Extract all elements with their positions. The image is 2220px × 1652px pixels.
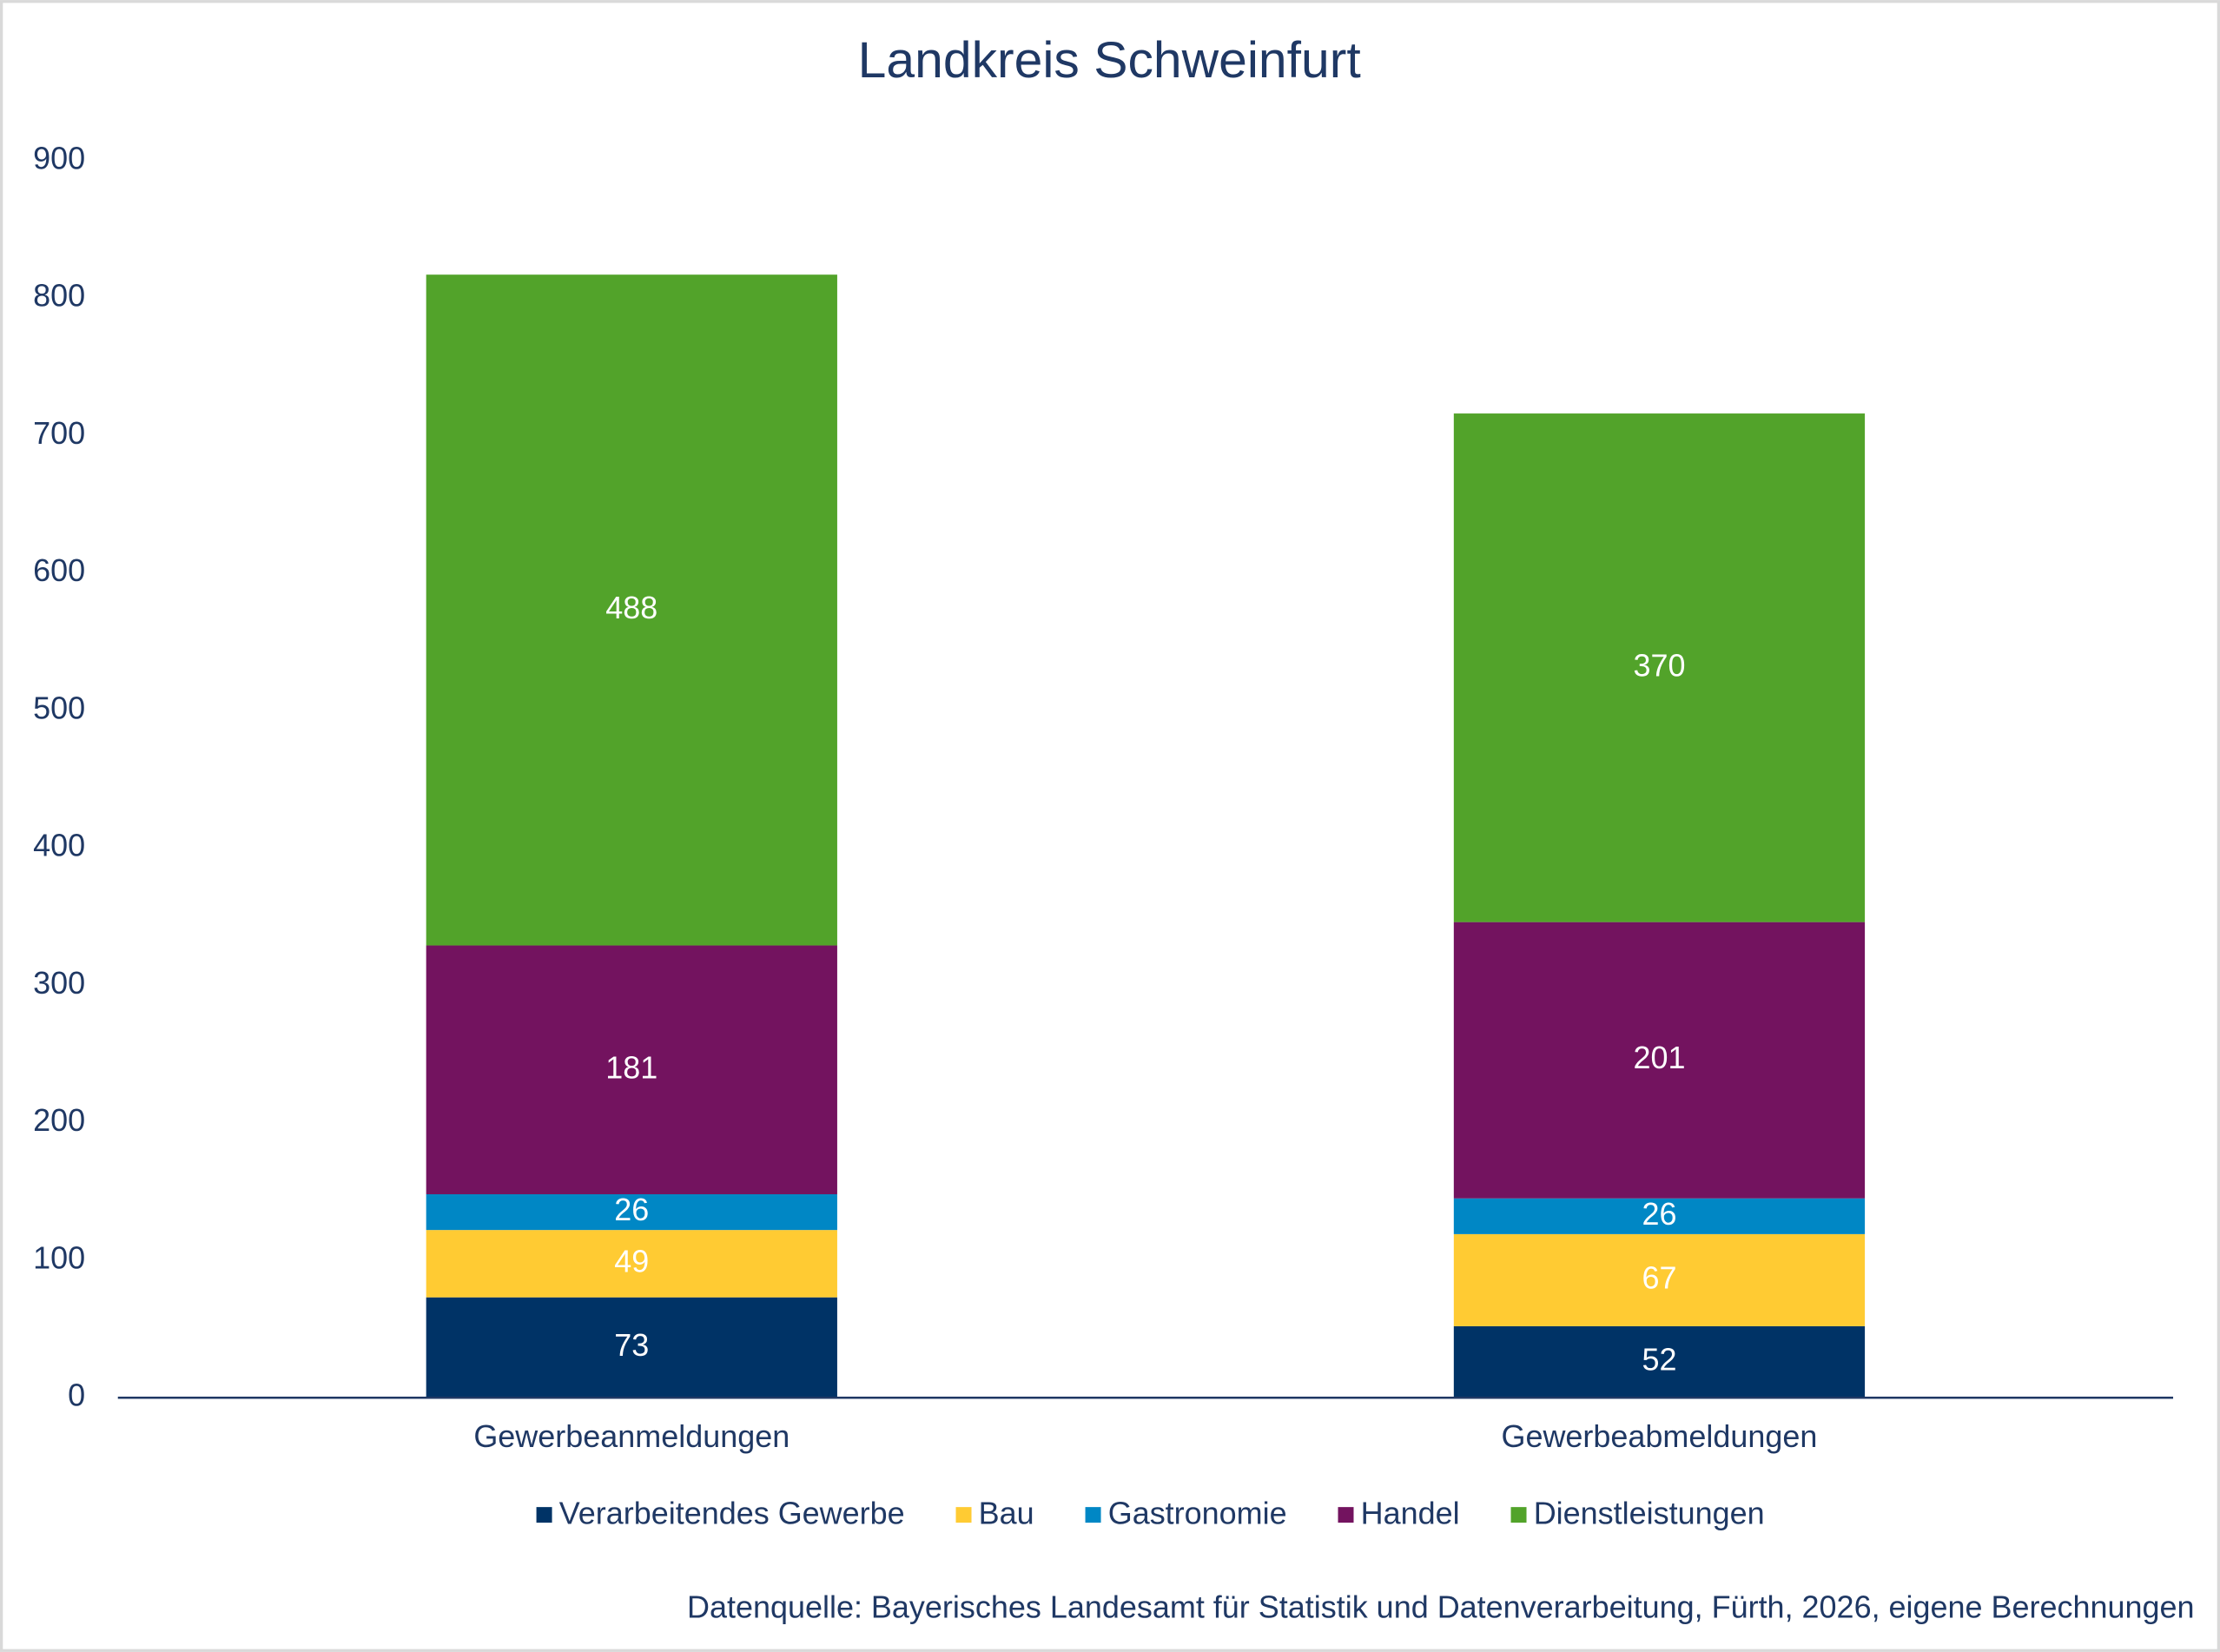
source-note: Datenquelle: Bayerisches Landesamt für S… <box>687 1589 2195 1624</box>
legend-swatch <box>1510 1507 1527 1523</box>
y-tick-label: 300 <box>33 965 85 1001</box>
y-tick-label: 500 <box>33 690 85 725</box>
y-tick-label: 900 <box>33 140 85 175</box>
y-tick-label: 0 <box>68 1378 85 1413</box>
data-label: 52 <box>1642 1342 1676 1378</box>
bar-segment <box>1453 1198 1866 1234</box>
y-tick-label: 700 <box>33 415 85 451</box>
x-tick-label: Gewerbeanmeldungen <box>473 1418 790 1454</box>
data-label: 26 <box>614 1192 649 1227</box>
legend-label: Handel <box>1361 1495 1460 1530</box>
y-tick-label: 400 <box>33 828 85 863</box>
data-label: 73 <box>614 1327 649 1363</box>
data-label: 67 <box>1642 1259 1676 1295</box>
data-label: 370 <box>1633 647 1685 683</box>
bar-segment <box>1453 1325 1866 1398</box>
x-tick-label: Gewerbeabmeldungen <box>1501 1418 1817 1454</box>
bar-segment <box>426 945 837 1194</box>
legend-label: Verarbeitendes Gewerbe <box>559 1495 905 1530</box>
bar-segment <box>426 274 837 946</box>
data-label: 49 <box>614 1243 649 1279</box>
legend-swatch <box>536 1507 552 1523</box>
legend-swatch <box>1338 1507 1354 1523</box>
legend-label: Dienstleistungen <box>1534 1495 1765 1530</box>
data-label: 488 <box>605 590 657 625</box>
legend-label: Gastronomie <box>1108 1495 1287 1530</box>
data-label: 201 <box>1633 1040 1685 1075</box>
bar-segment <box>1453 413 1866 922</box>
data-label: 26 <box>1642 1196 1676 1232</box>
bar-segment <box>1453 922 1866 1199</box>
bar-segment <box>426 1193 837 1231</box>
y-tick-label: 600 <box>33 552 85 588</box>
legend-swatch <box>1085 1507 1101 1523</box>
bar-segment <box>426 1230 837 1298</box>
y-tick-label: 800 <box>33 278 85 314</box>
bar-segment <box>426 1297 837 1398</box>
y-tick-label: 100 <box>33 1239 85 1275</box>
y-tick-label: 200 <box>33 1102 85 1138</box>
data-label: 181 <box>605 1049 657 1085</box>
legend-label: Bau <box>979 1495 1034 1530</box>
chart-title: Landkreis Schweinfurt <box>858 32 1361 89</box>
bar-segment <box>1453 1233 1866 1326</box>
legend-swatch <box>955 1507 972 1523</box>
